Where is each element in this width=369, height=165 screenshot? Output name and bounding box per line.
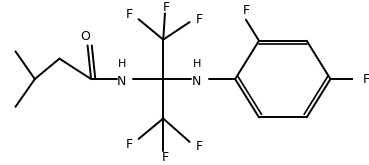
Text: F: F — [196, 13, 203, 26]
Text: F: F — [363, 73, 369, 86]
Text: N: N — [192, 76, 201, 88]
Text: F: F — [163, 1, 170, 14]
Text: O: O — [80, 30, 90, 43]
Text: F: F — [161, 151, 169, 164]
Text: H: H — [117, 59, 126, 69]
Text: N: N — [117, 76, 127, 88]
Text: F: F — [126, 138, 133, 151]
Text: F: F — [196, 140, 203, 153]
Text: F: F — [242, 4, 249, 17]
Text: F: F — [126, 8, 133, 21]
Text: H: H — [193, 59, 201, 69]
